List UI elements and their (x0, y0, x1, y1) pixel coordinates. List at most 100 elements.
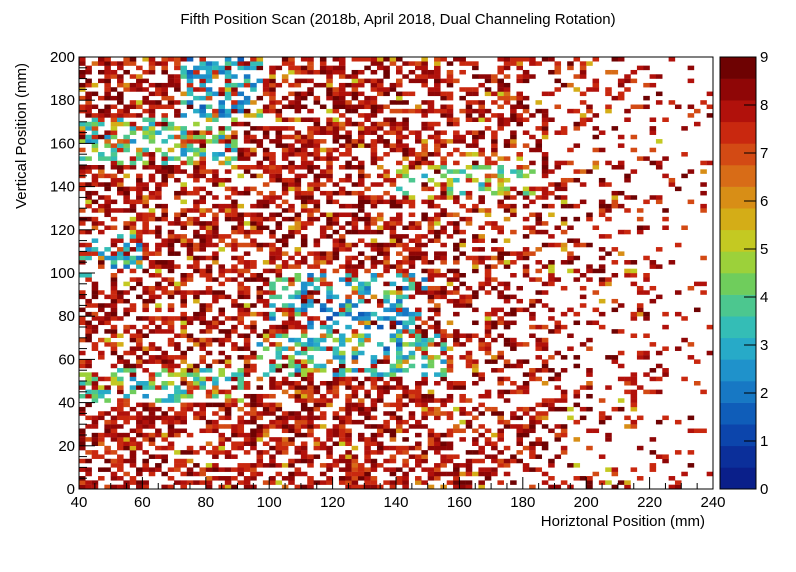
heatmap-cell (218, 182, 226, 187)
heatmap-cell (288, 229, 295, 235)
heatmap-cell (155, 324, 162, 330)
heatmap-cell (212, 320, 219, 326)
heatmap-cell (503, 91, 511, 97)
heatmap-cell (364, 268, 371, 274)
heatmap-cell (262, 298, 270, 304)
heatmap-cell (338, 277, 346, 282)
heatmap-cell (319, 445, 327, 451)
heatmap-cell (243, 229, 251, 235)
heatmap-cell (98, 152, 105, 157)
heatmap-cell (123, 281, 130, 287)
heatmap-cell (218, 100, 226, 105)
heatmap-cell (142, 100, 149, 105)
heatmap-cell (104, 78, 111, 84)
heatmap-cell (155, 195, 162, 200)
heatmap-cell (503, 363, 511, 369)
heatmap-cell (396, 363, 403, 369)
heatmap-cell (281, 419, 289, 425)
heatmap-cell (294, 130, 302, 135)
heatmap-cell (262, 203, 270, 209)
heatmap-cell (541, 281, 549, 287)
heatmap-cell (440, 91, 447, 97)
heatmap-cell (338, 480, 346, 485)
heatmap-cell (161, 212, 168, 218)
heatmap-cell (357, 113, 365, 118)
heatmap-cell (370, 277, 378, 282)
heatmap-cell (579, 303, 587, 308)
heatmap-cell (174, 234, 181, 239)
heatmap-cell (262, 156, 270, 161)
heatmap-cell (269, 329, 276, 334)
heatmap-cell (389, 368, 397, 373)
heatmap-cell (129, 454, 137, 459)
heatmap-cell (148, 121, 156, 127)
heatmap-cell (376, 165, 384, 170)
heatmap-cell (408, 281, 416, 287)
heatmap-cell (446, 78, 454, 84)
heatmap-cell (567, 65, 574, 71)
heatmap-cell (224, 454, 232, 459)
heatmap-cell (104, 432, 111, 438)
heatmap-cell (459, 419, 466, 425)
heatmap-cell (338, 57, 346, 62)
heatmap-cell (98, 121, 105, 127)
heatmap-cell (110, 69, 118, 75)
heatmap-cell (79, 290, 86, 295)
heatmap-cell (155, 190, 162, 196)
heatmap-cell (212, 65, 219, 71)
heatmap-cell (85, 337, 92, 343)
heatmap-cell (117, 147, 124, 153)
heatmap-cell (491, 160, 498, 166)
heatmap-cell (256, 139, 264, 144)
heatmap-cell (218, 126, 226, 131)
heatmap-cell (174, 264, 181, 269)
heatmap-cell (478, 182, 485, 187)
heatmap-cell (573, 268, 581, 274)
heatmap-cell (256, 458, 264, 464)
heatmap-cell (91, 238, 99, 243)
heatmap-cell (408, 212, 416, 218)
heatmap-cell (104, 212, 111, 218)
heatmap-cell (142, 195, 149, 200)
heatmap-cell (478, 376, 485, 382)
heatmap-cell (167, 419, 175, 425)
heatmap-cell (402, 91, 409, 97)
heatmap-cell (421, 342, 428, 347)
heatmap-cell (630, 389, 638, 395)
heatmap-cell (427, 294, 435, 300)
heatmap-cell (79, 74, 86, 79)
heatmap-cell (243, 294, 251, 300)
heatmap-cell (396, 130, 403, 135)
heatmap-cell (319, 65, 327, 71)
heatmap-cell (357, 134, 365, 140)
heatmap-cell (465, 87, 473, 92)
heatmap-cell (687, 415, 695, 421)
heatmap-cell (668, 476, 676, 481)
heatmap-cell (541, 337, 549, 343)
heatmap-cell (262, 134, 270, 140)
heatmap-cell (415, 476, 422, 481)
heatmap-cell (326, 225, 333, 230)
heatmap-cell (522, 467, 530, 472)
heatmap-cell (193, 450, 200, 455)
heatmap-cell (256, 424, 264, 429)
heatmap-cell (453, 406, 460, 412)
heatmap-cell (434, 216, 441, 222)
heatmap-cell (319, 234, 327, 239)
color-scale-segment (720, 229, 756, 252)
heatmap-cell (326, 108, 333, 114)
heatmap-cell (567, 333, 574, 338)
heatmap-cell (624, 484, 631, 490)
heatmap-cell (104, 467, 111, 472)
heatmap-cell (706, 113, 714, 118)
heatmap-cell (117, 238, 124, 243)
heatmap-cell (345, 143, 352, 148)
heatmap-cell (357, 432, 365, 438)
heatmap-cell (408, 160, 416, 166)
heatmap-cell (224, 333, 232, 338)
heatmap-cell (459, 203, 466, 209)
heatmap-cell (174, 78, 181, 84)
heatmap-cell (180, 225, 187, 230)
color-scale-tick-label: 6 (760, 193, 768, 210)
heatmap-cell (110, 121, 118, 127)
